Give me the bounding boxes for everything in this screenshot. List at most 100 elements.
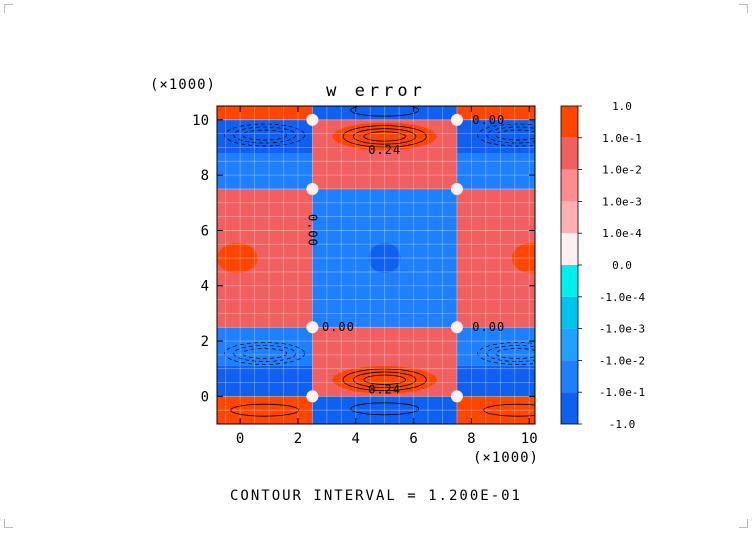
x-tick-label: 2 — [294, 431, 302, 447]
corner-mark — [739, 519, 748, 528]
contour-line-negative — [495, 129, 535, 141]
contour-line-negative — [224, 342, 306, 365]
contour-label: 0.24 — [368, 143, 401, 157]
contour-blob — [332, 122, 437, 151]
colorbar-label: 1.0e-3 — [602, 195, 642, 208]
contour-region — [456, 396, 535, 424]
contour-region — [456, 153, 535, 189]
corner-mark — [4, 4, 13, 13]
contour-region — [217, 106, 313, 120]
y-tick-label: 2 — [201, 334, 209, 350]
y-scale-label: (×1000) — [150, 77, 216, 93]
colorbar-swatch — [561, 169, 578, 202]
colorbar-swatch — [561, 392, 578, 424]
colorbar-swatch — [561, 233, 578, 265]
colorbar-swatch — [561, 328, 578, 361]
contour-line-negative — [233, 345, 297, 362]
x-tick-label: 6 — [409, 431, 417, 447]
contour-region — [217, 396, 313, 424]
junction-gap — [306, 182, 319, 195]
contour-label: 0.00 — [322, 320, 355, 334]
contour-line — [350, 106, 420, 117]
contour-line — [363, 374, 406, 385]
y-tick-label: 8 — [201, 168, 209, 184]
contour-region — [456, 119, 535, 154]
colorbar-swatch — [561, 137, 578, 170]
contour-line-negative — [477, 342, 535, 365]
junction-gap — [450, 390, 463, 403]
contour-line — [363, 131, 406, 142]
colorbar-swatch — [561, 360, 578, 393]
x-scale-label: (×1000) — [473, 450, 539, 466]
contour-blob — [368, 242, 401, 274]
contour-line-negative — [486, 345, 535, 362]
contour-line-negative — [477, 123, 535, 147]
colorbar-swatch — [561, 265, 578, 297]
colorbar-label: -1.0e-2 — [599, 354, 645, 367]
colorbar-label: 0.0 — [612, 259, 632, 272]
colorbar-swatch — [561, 296, 578, 329]
colorbar-label: -1.0e-1 — [599, 386, 645, 399]
x-tick-label: 10 — [521, 431, 538, 447]
x-tick-label: 4 — [352, 431, 360, 447]
junction-gap — [450, 113, 463, 126]
contour-line-negative — [233, 126, 297, 144]
y-tick-label: 4 — [201, 279, 209, 295]
contour-label: 0.00 — [472, 320, 505, 334]
contour-region — [312, 396, 457, 424]
contour-blob — [332, 365, 437, 394]
colorbar-label: -1.0e-3 — [599, 323, 645, 336]
plot-frame — [216, 105, 536, 425]
plot-area: 0.24 0.24 0.00 0.00 0.00 0.00 0 2 4 6 8 10 0 2 4 6 8 10 — [192, 105, 538, 447]
colorbar-label: 1.0e-1 — [602, 132, 642, 145]
junction-gap — [306, 113, 319, 126]
contour-region — [456, 327, 535, 366]
junction-gap — [306, 390, 319, 403]
contour-interval-caption: CONTOUR INTERVAL = 1.200E-01 — [230, 488, 522, 504]
y-tick-label: 0 — [201, 389, 209, 405]
contour-line-negative — [224, 123, 306, 147]
contour-line — [353, 371, 417, 388]
contour-blob — [217, 242, 258, 274]
contour-line — [350, 402, 420, 416]
junction-gap — [450, 321, 463, 334]
colorbar-label: -1.0 — [609, 418, 636, 431]
corner-mark — [4, 519, 13, 528]
y-tick-label: 10 — [192, 113, 209, 129]
colorbar-label: 1.0 — [612, 100, 632, 113]
chart-title: w error — [326, 81, 426, 101]
contour-line-negative — [495, 348, 535, 359]
contour-label: 0.24 — [368, 382, 401, 396]
junction-gap — [450, 182, 463, 195]
x-tick-label: 0 — [236, 431, 244, 447]
contour-region — [217, 153, 313, 189]
colorbar-label: 1.0e-4 — [602, 227, 642, 240]
contour-label: 0.00 — [305, 214, 319, 247]
corner-mark — [739, 4, 748, 13]
contour-region — [456, 365, 535, 397]
colorbar-label: -1.0e-4 — [599, 291, 646, 304]
junction-gap — [306, 321, 319, 334]
contour-line — [353, 128, 417, 145]
x-tick-label: 8 — [467, 431, 475, 447]
y-tick-label: 6 — [201, 223, 209, 239]
contour-label: 0.00 — [472, 113, 505, 127]
colorbar-swatch — [561, 201, 578, 234]
contour-line-negative — [486, 126, 535, 144]
contour-line-negative — [242, 348, 288, 359]
contour-region — [312, 106, 457, 120]
contour-blob — [511, 242, 535, 274]
contour-line — [342, 125, 427, 148]
colorbar: 1.0 1.0e-1 1.0e-2 1.0e-3 1.0e-4 0.0 -1.0e-4 -1.… — [560, 100, 646, 431]
contour-line — [230, 403, 300, 417]
colorbar-label: 1.0e-2 — [602, 164, 642, 177]
contour-region — [217, 365, 313, 397]
contour-line-negative — [242, 129, 288, 141]
contour-line — [342, 368, 427, 391]
contour-line — [483, 403, 535, 417]
colorbar-swatch — [561, 106, 578, 138]
contour-region — [456, 106, 535, 120]
contour-region — [217, 119, 313, 154]
